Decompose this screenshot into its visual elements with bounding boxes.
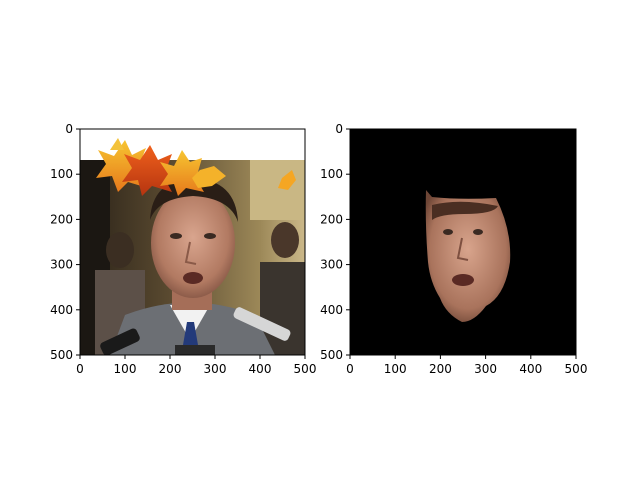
y-tick-label: 100 (320, 167, 343, 181)
x-tick-label: 300 (474, 362, 497, 376)
right-image-panel (350, 129, 576, 355)
x-tick-label: 200 (429, 362, 452, 376)
x-tick-label: 0 (76, 362, 84, 376)
y-tick-label: 400 (320, 303, 343, 317)
x-tick-label: 100 (384, 362, 407, 376)
y-tick-label: 100 (50, 167, 73, 181)
x-tick-label: 100 (114, 362, 137, 376)
y-tick-label: 300 (320, 258, 343, 272)
y-tick-label: 200 (50, 212, 73, 226)
y-tick-label: 200 (320, 212, 343, 226)
left-axes-frame (79, 128, 306, 356)
x-tick-label: 500 (565, 362, 588, 376)
left-image-panel (80, 129, 305, 355)
y-tick-label: 500 (320, 348, 343, 362)
y-tick-label: 500 (50, 348, 73, 362)
maple-leaves (96, 138, 296, 196)
y-tick-label: 400 (50, 303, 73, 317)
x-tick-label: 300 (204, 362, 227, 376)
y-tick-label: 0 (335, 122, 343, 136)
x-tick-label: 400 (519, 362, 542, 376)
y-tick-label: 0 (65, 122, 73, 136)
x-tick-label: 200 (159, 362, 182, 376)
right-axes-frame (349, 128, 577, 356)
x-tick-label: 0 (346, 362, 354, 376)
x-tick-label: 400 (249, 362, 272, 376)
y-tick-label: 300 (50, 258, 73, 272)
x-tick-label: 500 (294, 362, 317, 376)
